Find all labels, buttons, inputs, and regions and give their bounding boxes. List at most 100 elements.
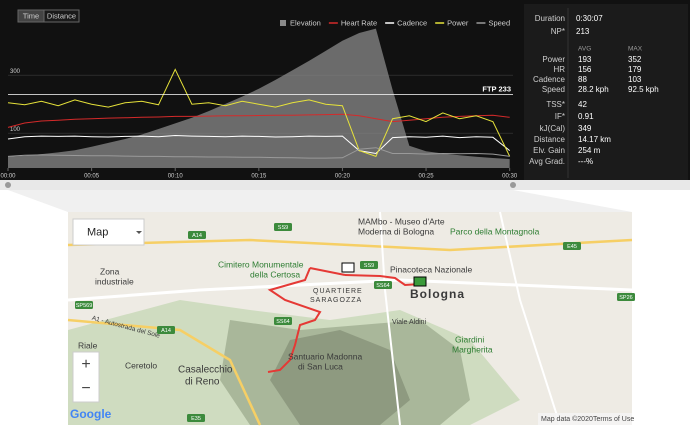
place: QUARTIERE <box>313 288 363 295</box>
toggle-label: Time <box>23 11 39 20</box>
stat-avg: 156 <box>578 65 592 74</box>
stat-label: HR <box>553 65 565 74</box>
road <box>67 278 633 302</box>
street: Viale Aldini <box>392 319 427 326</box>
stat-value: 213 <box>576 27 590 36</box>
stat-head: AVG <box>578 46 591 53</box>
x-tick-label: 00:25 <box>419 174 435 180</box>
stat-label: Speed <box>542 85 565 94</box>
legend-label: Cadence <box>397 18 427 27</box>
legend-swatch <box>280 20 286 26</box>
road-shield-label: A14 <box>161 328 171 334</box>
stat-label: TSS* <box>546 100 565 109</box>
scrub-handle[interactable] <box>510 182 516 188</box>
city: Bologna <box>410 287 465 301</box>
road-shield <box>274 317 292 325</box>
shields: A14 SS9 SS9 SS64 SS64 SP569 A14 E45 E35 SP26 <box>75 223 635 422</box>
road-shield <box>617 293 635 301</box>
dropdown-caret <box>136 231 142 234</box>
road-shield <box>75 301 93 309</box>
x-tick-label: 00:00 <box>0 174 16 180</box>
series-line <box>7 147 510 159</box>
terms-link[interactable]: Terms of Use <box>593 416 634 423</box>
place: Ceretolo <box>125 360 157 370</box>
place: di San Luca <box>298 361 343 371</box>
x-tick-label: 00:30 <box>502 174 518 180</box>
y-tick-label: 100 <box>10 127 21 133</box>
city: Casalecchio <box>178 365 233 376</box>
road <box>379 211 401 426</box>
place: Pinacoteca Nazionale <box>390 264 472 274</box>
x-tick-label: 00:05 <box>84 174 100 180</box>
stat-label: Duration <box>535 14 565 23</box>
attribution-bg <box>538 413 632 425</box>
legend-label: Speed <box>488 18 510 27</box>
road <box>67 238 633 252</box>
plot: 100 300 00:00 00:05 00:10 00:15 00:20 00:25 00:3… <box>0 18 517 179</box>
road-shield-label: SP26 <box>619 295 632 301</box>
scrub-handle[interactable] <box>5 182 11 188</box>
place: Giardini <box>455 334 484 344</box>
start-flag <box>413 276 427 287</box>
road-shield-label: E45 <box>567 244 577 250</box>
series-line <box>7 134 511 155</box>
stat-head: MAX <box>628 46 643 53</box>
road-shield-label: E35 <box>191 416 201 422</box>
road-shield <box>157 326 175 334</box>
stat-value: ---% <box>578 157 593 166</box>
place: Parco della Montagnola <box>450 226 540 236</box>
stat-label: Avg Grad. <box>529 157 565 166</box>
x-tick-label: 00:15 <box>251 174 267 180</box>
city: di Reno <box>185 377 220 388</box>
road-shield <box>563 242 581 250</box>
zoom-in[interactable]: + <box>81 356 90 373</box>
stat-value: 42 <box>578 100 587 109</box>
scrubber[interactable] <box>0 180 690 190</box>
stat-value: 14.17 km <box>578 135 611 144</box>
y-tick-label: 300 <box>10 69 21 75</box>
stat-value: 254 m <box>578 146 601 155</box>
zoom-control <box>72 351 100 403</box>
place: della Certosa <box>250 269 300 279</box>
stats-panel <box>524 4 688 180</box>
road-shield <box>360 261 378 269</box>
toggle-label: Distance <box>47 11 76 20</box>
stat-avg: 193 <box>578 55 592 64</box>
x-tick-label: 00:10 <box>168 174 184 180</box>
route <box>267 267 421 373</box>
road-shield-label: SS9 <box>364 263 374 269</box>
stat-value: 0.91 <box>578 112 594 121</box>
map: MAMbo - Museo d'Arte Moderna di Bologna … <box>67 211 635 426</box>
stat-avg: 88 <box>578 75 587 84</box>
legend-label: Elevation <box>290 18 321 27</box>
ftp-label: FTP 233 <box>482 85 511 94</box>
stat-max: 179 <box>628 65 642 74</box>
legend-label: Power <box>447 18 469 27</box>
toggle-distance[interactable] <box>43 9 80 23</box>
stat-value: 0:30:07 <box>576 14 603 23</box>
place: Santuario Madonna <box>288 351 362 361</box>
road-shield <box>187 414 205 422</box>
map-type-select[interactable] <box>72 218 145 246</box>
zoom-out[interactable]: − <box>81 380 90 397</box>
road-shield <box>188 231 206 239</box>
stat-avg: 28.2 kph <box>578 85 609 94</box>
road-shield-label: A14 <box>192 233 202 239</box>
stat-max: 103 <box>628 75 642 84</box>
stat-label: Distance <box>534 135 566 144</box>
road-shield-label: SS9 <box>278 225 288 231</box>
place: SARAGOZZA <box>310 297 362 304</box>
stat-label: NP* <box>551 27 565 36</box>
stat-label: Elv. Gain <box>533 146 565 155</box>
x-tick-label: 00:20 <box>335 174 351 180</box>
road-shield-label: SS64 <box>376 283 389 289</box>
place: MAMbo - Museo d'Arte <box>358 216 445 226</box>
stat-label: Cadence <box>533 75 566 84</box>
route <box>309 267 346 276</box>
legend-label: Heart Rate <box>341 18 377 27</box>
series-line <box>7 68 511 158</box>
google-logo: Google <box>70 407 112 421</box>
hills <box>270 330 410 425</box>
